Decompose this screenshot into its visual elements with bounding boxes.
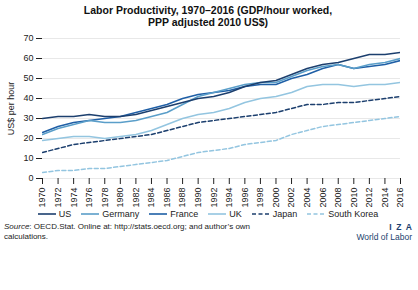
svg-text:2016: 2016 [395,188,405,208]
html-text:I Z A: I Z A [389,222,412,232]
html-text:World of Labor: World of Labor [356,232,412,242]
html-text:US: US [58,209,72,219]
svg-text:1972: 1972 [53,188,63,208]
svg-text:1994: 1994 [224,188,234,208]
svg-text:0: 0 [28,173,33,183]
svg-text:1976: 1976 [84,188,94,208]
svg-text:1978: 1978 [100,188,110,208]
html-text:Germany: Germany [102,209,140,219]
svg-text:2002: 2002 [286,188,296,208]
html-text:Labor Productivity, 1970–2016: Labor Productivity, 1970–2016 (GDP/hour … [83,4,333,28]
svg-text:1974: 1974 [69,188,79,208]
svg-text:2006: 2006 [318,188,328,208]
html-text:Japan: Japan [272,209,298,219]
svg-text:2012: 2012 [364,188,374,208]
svg-text:2010: 2010 [349,188,359,208]
svg-text:1992: 1992 [209,188,219,208]
svg-text:2004: 2004 [302,188,312,208]
svg-text:US$ per hour: US$ per hour [6,82,16,136]
svg-text:2014: 2014 [380,188,390,208]
svg-text:1982: 1982 [131,188,141,208]
svg-text:1998: 1998 [255,188,265,208]
svg-text:2000: 2000 [271,188,281,208]
svg-text:1996: 1996 [240,188,250,208]
svg-text:2008: 2008 [333,188,343,208]
html-text:Source: OECD.Stat. Online at:: Source: OECD.Stat. Online at: http://sta… [4,222,251,241]
svg-text:40: 40 [23,93,33,103]
html-text:South Korea: South Korea [328,209,379,219]
svg-text:60: 60 [23,53,33,63]
svg-text:30: 30 [23,113,33,123]
html-text:UK: UK [229,209,242,219]
svg-text:1970: 1970 [37,188,47,208]
svg-text:1990: 1990 [193,188,203,208]
svg-text:70: 70 [23,33,33,43]
svg-text:1984: 1984 [146,188,156,208]
svg-text:1988: 1988 [177,188,187,208]
svg-text:1986: 1986 [162,188,172,208]
svg-text:50: 50 [23,73,33,83]
svg-text:1980: 1980 [115,188,125,208]
svg-text:20: 20 [23,133,33,143]
svg-text:10: 10 [23,153,33,163]
html-text:France: France [170,209,199,219]
